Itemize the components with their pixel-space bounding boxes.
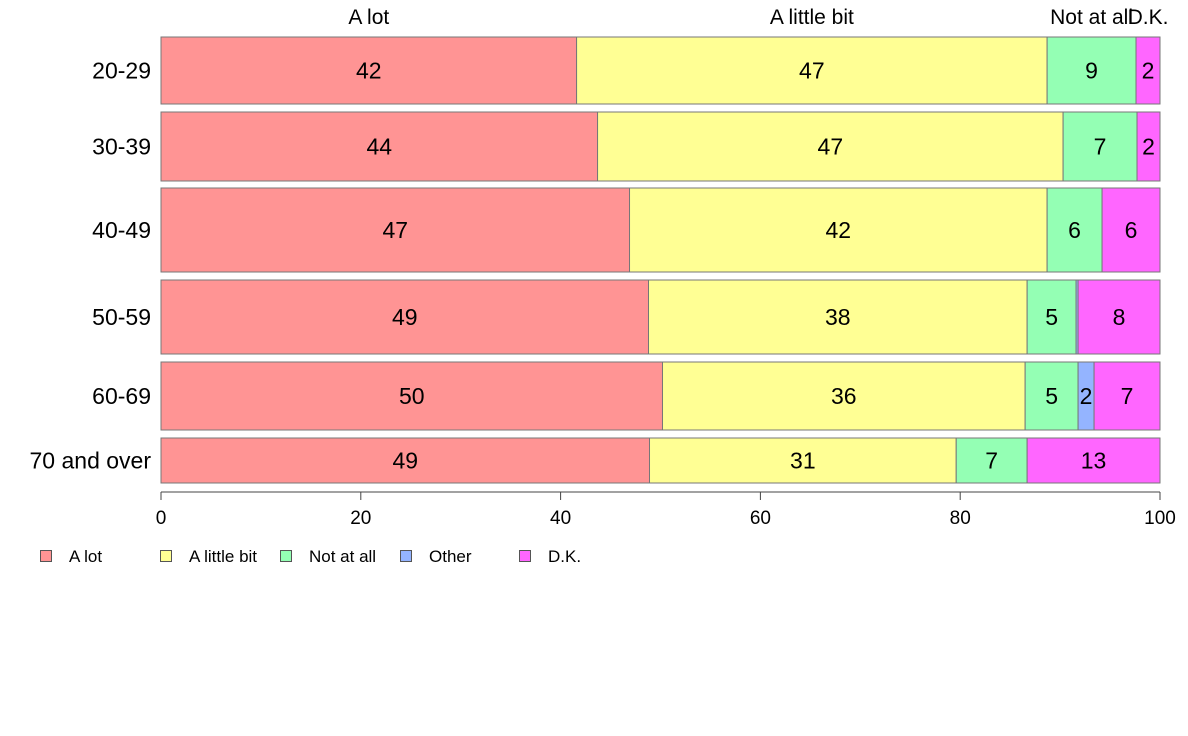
bar-segment [1026,437,1161,484]
bar-row: 49 38 5 8 [160,279,1161,355]
bar-row: 47 42 6 6 [160,187,1161,273]
x-tick-label: 40 [550,508,571,529]
bar-segment [1024,361,1079,431]
bar-segment [648,279,1028,355]
bar-segment [629,187,1048,273]
bar-value-label: 2 [1142,134,1155,160]
y-tick-label: 60-69 [92,383,151,409]
bar-segment [160,361,663,431]
bar-value-label: 44 [366,134,392,160]
series-top-label: A little bit [770,6,854,29]
bar-value-label: 2 [1142,58,1155,84]
bar-row: 49 31 7 13 [160,437,1161,484]
bar-segment [1062,111,1138,182]
bar-segment [1135,36,1161,105]
bar-value-label: 5 [1045,383,1058,409]
y-axis-labels: 20-29 30-39 40-49 50-59 60-69 70 and over [30,58,152,474]
bar-row: 50 36 5 2 7 [160,361,1161,431]
bar-value-label: 8 [1113,304,1126,330]
series-top-label: A lot [348,6,389,29]
bar-value-label: 2 [1080,383,1093,409]
bar-value-label: 49 [392,304,418,330]
bar-rows: 42 47 9 244 47 7 247 42 6 649 38 5 850 36 5 2 749 31 7 13 [160,36,1161,484]
bar-row: 42 47 9 2 [160,36,1161,105]
bar-segment [160,36,578,105]
bar-segment [1026,279,1077,355]
bar-value-label: 7 [1094,134,1107,160]
bar-value-label: 36 [831,383,857,409]
bar-value-label: 13 [1081,448,1107,474]
bar-segment [661,361,1026,431]
bar-segment [160,111,599,182]
y-tick-label: 40-49 [92,217,151,243]
legend-swatch-dk [519,550,531,562]
bar-segment [1093,361,1161,431]
bar-value-label: 47 [818,134,844,160]
bar-segment [649,437,957,484]
bar-value-label: 47 [382,217,408,243]
bar-value-label: 9 [1085,58,1098,84]
bar-value-label: 31 [790,448,816,474]
x-axis: 0 20 40 60 80 100 [156,491,1176,529]
legend-swatch-a-little-bit [160,550,172,562]
legend-label: Not at all [309,547,377,566]
y-tick-label: 20-29 [92,58,151,84]
bar-value-label: 5 [1045,304,1058,330]
bar-value-label: 6 [1125,217,1138,243]
bar-segment [1046,187,1103,273]
bar-value-label: 50 [399,383,425,409]
legend-swatch-a-lot [40,550,52,562]
bar-segment [1046,36,1137,105]
bar-segment [1077,279,1161,355]
bar-value-label: 38 [825,304,851,330]
bar-value-label: 6 [1068,217,1081,243]
x-tick-label: 0 [156,508,167,529]
series-top-label: D.K. [1128,6,1169,29]
x-tick-label: 100 [1144,508,1176,529]
legend-label: Other [429,547,472,566]
bar-value-label: 7 [985,448,998,474]
y-tick-label: 30-39 [92,134,151,160]
bar-segment [160,279,650,355]
bar-value-label: 49 [392,448,418,474]
bar-value-label: 7 [1121,383,1134,409]
bar-segment [576,36,1048,105]
legend-swatch-other [400,550,412,562]
legend-swatch-not-at-all [280,550,292,562]
y-tick-label: 70 and over [30,448,152,474]
legend-label: D.K. [548,547,582,566]
bar-value-label: 42 [356,58,382,84]
bar-value-label: 42 [826,217,852,243]
bar-segment [160,187,631,273]
bar-segment [160,437,651,484]
y-tick-label: 50-59 [92,304,151,330]
series-top-label: Not at all [1050,6,1133,29]
bar-segment [1136,111,1161,182]
bar-segment [955,437,1028,484]
legend-label: A lot [69,547,103,566]
x-tick-label: 20 [350,508,371,529]
bar-value-label: 47 [799,58,825,84]
legend-label: A little bit [189,547,258,566]
bar-segment [597,111,1064,182]
bar-segment [1101,187,1161,273]
x-tick-label: 80 [950,508,971,529]
bar-row: 44 47 7 2 [160,111,1161,182]
x-tick-label: 60 [750,508,771,529]
